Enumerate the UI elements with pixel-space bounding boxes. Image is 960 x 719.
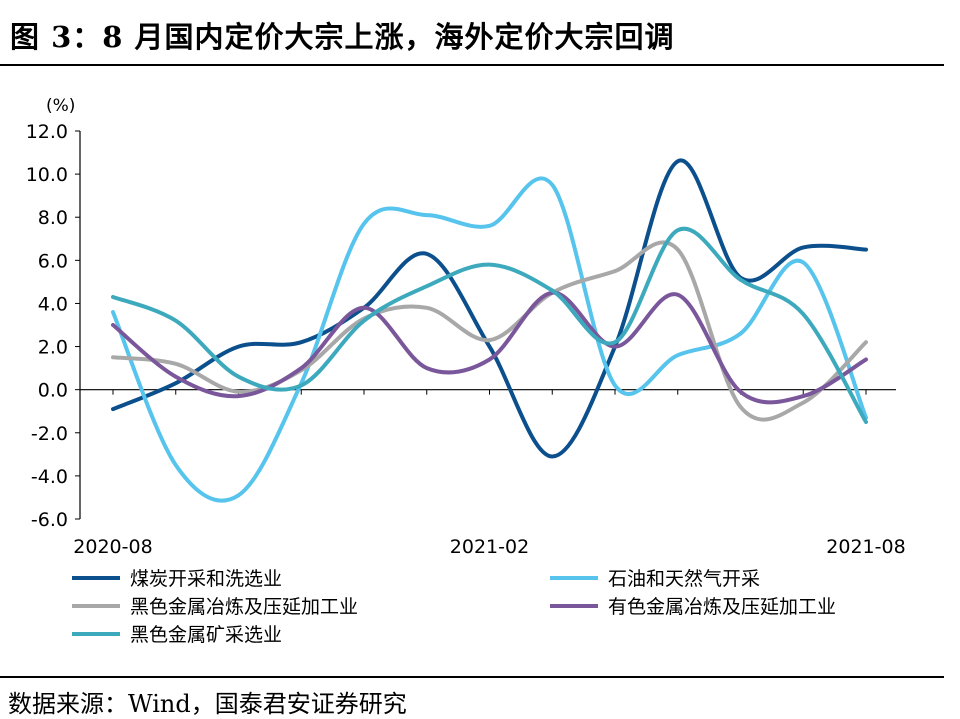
y-tick-label: 4.0 [38, 293, 68, 315]
y-tick-label: -6.0 [31, 509, 68, 531]
legend-label: 黑色金属矿采选业 [130, 624, 282, 646]
line-chart: (%)12.010.08.06.04.02.00.0-2.0-4.0-6.020… [26, 96, 906, 646]
legend-label: 煤炭开采和洗选业 [130, 568, 282, 590]
y-tick-label: 12.0 [26, 121, 68, 143]
series-layer [111, 158, 868, 503]
y-tick-label: -2.0 [31, 423, 68, 445]
y-tick-label: -4.0 [31, 466, 68, 488]
legend-item-nonferrous-smelting: 有色金属冶炼及压延加工业 [550, 596, 836, 618]
series-line-ferrous-mining [111, 226, 868, 424]
legend-item-oil-gas: 石油和天然气开采 [550, 568, 760, 590]
x-tick-label: 2021-02 [450, 536, 529, 558]
y-tick-label: 2.0 [38, 337, 68, 359]
legend-label: 石油和天然气开采 [608, 568, 760, 590]
figure-title: 图 3：8 月国内定价大宗上涨，海外定价大宗回调 [10, 20, 675, 54]
y-tick-label: 10.0 [26, 164, 68, 186]
series-line-ferrous-smelting [111, 240, 868, 422]
legend-item-ferrous-smelting: 黑色金属冶炼及压延加工业 [72, 596, 358, 618]
y-tick-label: 0.0 [38, 380, 68, 402]
y-unit-label: (%) [46, 96, 75, 116]
x-tick-label: 2021-08 [826, 536, 905, 558]
series-line-oil-gas [111, 176, 868, 503]
legend-label: 有色金属冶炼及压延加工业 [608, 596, 836, 618]
x-tick-label: 2020-08 [73, 536, 152, 558]
legend-item-ferrous-mining: 黑色金属矿采选业 [72, 624, 282, 646]
bottom-rule [0, 676, 944, 678]
y-tick-label: 8.0 [38, 207, 68, 229]
legend-label: 黑色金属冶炼及压延加工业 [130, 596, 358, 618]
legend-item-coal: 煤炭开采和洗选业 [72, 568, 282, 590]
top-rule [0, 64, 944, 66]
series-line-coal [111, 158, 868, 459]
y-tick-label: 6.0 [38, 250, 68, 272]
source-note: 数据来源：Wind，国泰君安证券研究 [8, 690, 407, 718]
series-line-nonferrous-smelting [111, 290, 868, 405]
axis-layer: (%)12.010.08.06.04.02.00.0-2.0-4.0-6.020… [26, 96, 906, 558]
